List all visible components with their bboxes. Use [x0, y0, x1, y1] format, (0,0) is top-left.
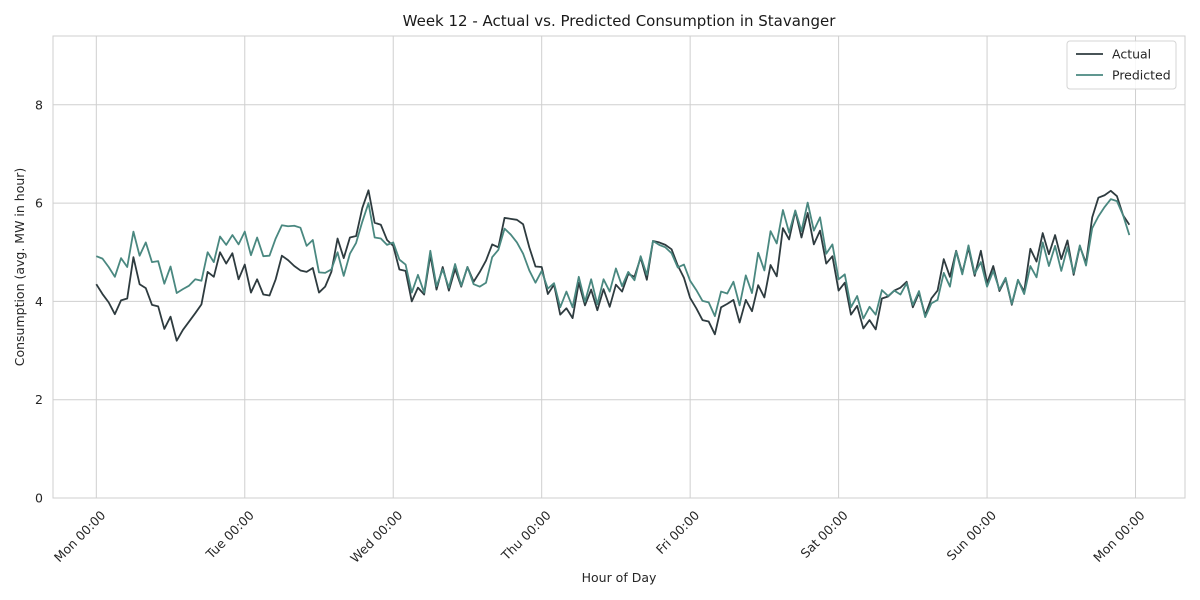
- legend: Actual Predicted: [1066, 40, 1177, 90]
- series-line-predicted: [95, 198, 1131, 320]
- chart-title: Week 12 - Actual vs. Predicted Consumpti…: [403, 12, 837, 30]
- y-tick-label: 6: [35, 196, 43, 211]
- x-tick-label: Wed 00:00: [347, 507, 405, 565]
- y-tick-label: 0: [35, 491, 43, 506]
- y-axis-label: Consumption (avg. MW in hour): [12, 168, 27, 367]
- y-tick-label: 8: [35, 97, 43, 112]
- x-tick-label: Mon 00:00: [51, 507, 109, 565]
- x-tick-label: Fri 00:00: [653, 507, 702, 556]
- legend-box: [1066, 40, 1177, 90]
- x-tick-label: Thu 00:00: [498, 507, 554, 563]
- legend-label: Actual: [1112, 47, 1151, 62]
- x-tick-label: Mon 00:00: [1090, 507, 1148, 565]
- legend-label: Predicted: [1112, 68, 1171, 83]
- x-tick-label: Sun 00:00: [943, 507, 999, 563]
- y-tick-label: 4: [35, 294, 43, 309]
- series-line-actual: [95, 189, 1131, 342]
- x-tick-label: Tue 00:00: [202, 507, 257, 562]
- y-tick-label: 2: [35, 392, 43, 407]
- x-axis-label: Hour of Day: [582, 570, 657, 585]
- plot-frame: [52, 35, 1186, 499]
- x-tick-label: Sat 00:00: [797, 507, 850, 560]
